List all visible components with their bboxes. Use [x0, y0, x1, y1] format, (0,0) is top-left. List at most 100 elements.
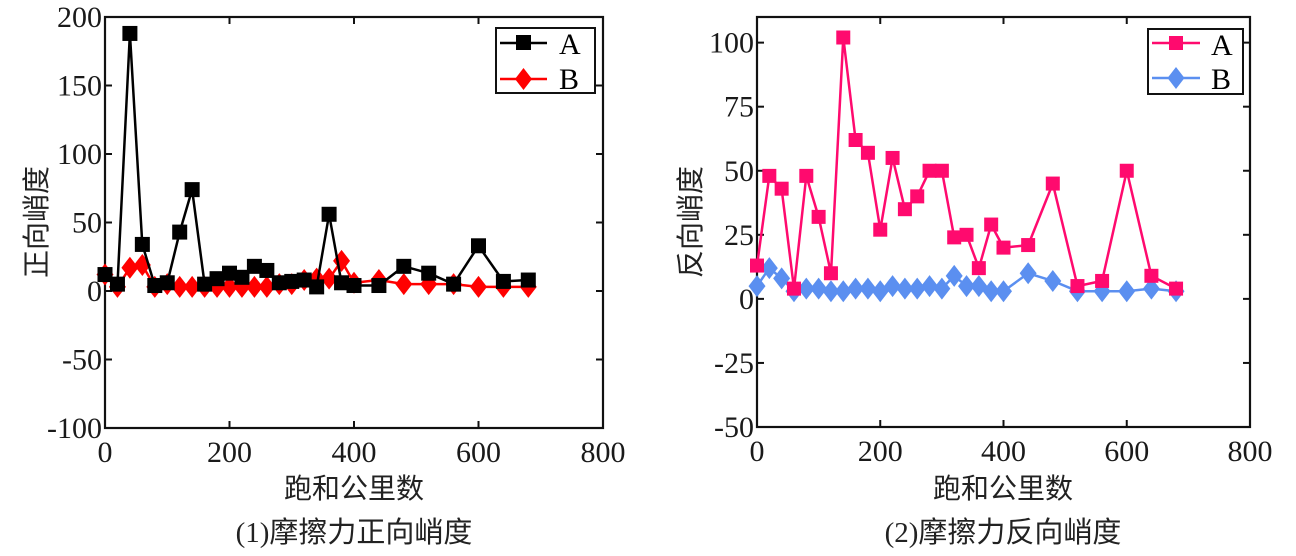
- data-point-a: [885, 150, 900, 165]
- data-point-b: [847, 277, 865, 300]
- data-point-a: [321, 206, 337, 222]
- data-point-a: [446, 276, 462, 292]
- data-point-a: [284, 273, 300, 289]
- data-point-b: [183, 275, 201, 298]
- y-tick-label: -25: [714, 347, 754, 380]
- data-point-a: [471, 238, 486, 254]
- data-point-b: [822, 280, 840, 303]
- y-tick-label: 0: [739, 283, 754, 316]
- axis-ticks: 0 200 400 600 800 200 150 100 50 0 -50 -100: [47, 1, 626, 469]
- legend-marker-b: [515, 68, 532, 90]
- series-a: [97, 25, 536, 295]
- data-point-a: [750, 258, 764, 273]
- legend-box: [1147, 28, 1244, 95]
- data-point-b: [834, 280, 852, 303]
- data-point-b: [773, 267, 791, 290]
- data-point-a: [296, 272, 312, 288]
- data-point-a: [897, 202, 912, 217]
- data-point-b: [945, 264, 963, 287]
- data-point-a: [1144, 268, 1159, 283]
- data-point-b: [1044, 269, 1062, 292]
- data-point-b: [921, 275, 939, 298]
- x-tick-label: 600: [1104, 435, 1149, 468]
- data-point-a: [1070, 279, 1085, 294]
- series-a: [750, 30, 1184, 296]
- y-tick-label: 50: [724, 155, 754, 188]
- series-line-a: [104, 32, 529, 289]
- data-point-a: [762, 168, 777, 183]
- data-point-b: [1118, 280, 1136, 303]
- data-point-b: [810, 277, 828, 300]
- data-point-a: [184, 182, 200, 198]
- x-tick-label: 400: [332, 436, 377, 469]
- data-point-a: [122, 25, 138, 41]
- data-point-a: [197, 276, 213, 292]
- data-point-a: [346, 278, 362, 294]
- legend-label-b: B: [559, 63, 579, 96]
- chart-reverse-kurtosis: 0 200 400 600 800 100 75 50 25 0 -25 -50 反向峭度 跑和公里数…: [674, 15, 1273, 549]
- data-point-a: [222, 265, 237, 281]
- data-point-a: [922, 163, 937, 178]
- series-layer: [748, 30, 1185, 303]
- data-point-a: [334, 275, 350, 291]
- data-point-a: [97, 267, 113, 283]
- series-layer: [96, 25, 537, 298]
- data-point-a: [910, 189, 925, 204]
- data-point-a: [823, 266, 838, 281]
- y-tick-label: -100: [47, 412, 102, 445]
- legend-label-a: A: [1211, 29, 1233, 62]
- y-axis-title: 反向峭度: [674, 166, 707, 278]
- series-line-a: [755, 36, 1177, 290]
- data-point-b: [896, 277, 914, 300]
- data-point-b: [1019, 262, 1037, 285]
- data-point-b: [171, 275, 189, 298]
- data-point-a: [1021, 238, 1036, 253]
- axis-ticks: 0 200 400 600 800 100 75 50 25 0 -25 -50: [709, 17, 1273, 468]
- x-tick-label: 0: [750, 435, 765, 468]
- data-point-b: [908, 277, 926, 300]
- data-point-a: [371, 278, 387, 294]
- data-point-b: [1142, 277, 1160, 300]
- data-point-a: [786, 281, 801, 296]
- data-point-a: [246, 258, 262, 274]
- chart-forward-kurtosis: 0 200 400 600 800 200 150 100 50 0 -50 -100 正向峭度 跑和…: [20, 1, 626, 549]
- data-point-a: [147, 278, 163, 294]
- y-tick-label: -50: [714, 411, 754, 444]
- y-tick-label: -50: [62, 344, 102, 377]
- x-axis-title: 跑和公里数: [284, 472, 424, 505]
- data-point-a: [934, 163, 949, 178]
- legend-label-b: B: [1211, 63, 1231, 96]
- data-point-a: [774, 181, 789, 196]
- data-point-a: [396, 258, 412, 274]
- data-point-a: [520, 272, 536, 288]
- data-point-a: [873, 222, 888, 237]
- data-point-b: [258, 275, 276, 298]
- data-point-b: [797, 277, 815, 300]
- x-tick-label: 200: [207, 436, 252, 469]
- data-point-b: [121, 256, 139, 279]
- data-point-b: [760, 257, 778, 280]
- data-point-a: [799, 168, 814, 183]
- legend-marker-b: [1167, 67, 1185, 89]
- data-point-a: [109, 276, 125, 292]
- data-point-a: [259, 262, 275, 278]
- y-tick-label: 100: [57, 138, 102, 171]
- y-tick-label: 75: [724, 91, 754, 124]
- y-tick-label: 0: [87, 275, 102, 308]
- data-point-b: [395, 273, 413, 296]
- data-point-a: [134, 236, 150, 252]
- data-point-b: [958, 275, 976, 298]
- x-tick-label: 600: [456, 436, 501, 469]
- data-point-a: [271, 275, 287, 291]
- legend: A B: [1147, 28, 1244, 96]
- legend-label-a: A: [559, 28, 581, 61]
- data-point-a: [234, 269, 250, 285]
- data-point-b: [982, 280, 1000, 303]
- data-point-b: [320, 267, 338, 290]
- data-point-a: [1119, 163, 1134, 178]
- y-axis-title: 正向峭度: [20, 166, 53, 278]
- data-point-b: [748, 275, 766, 298]
- data-point-a: [836, 30, 851, 45]
- x-tick-label: 400: [981, 435, 1026, 468]
- data-point-a: [860, 145, 875, 160]
